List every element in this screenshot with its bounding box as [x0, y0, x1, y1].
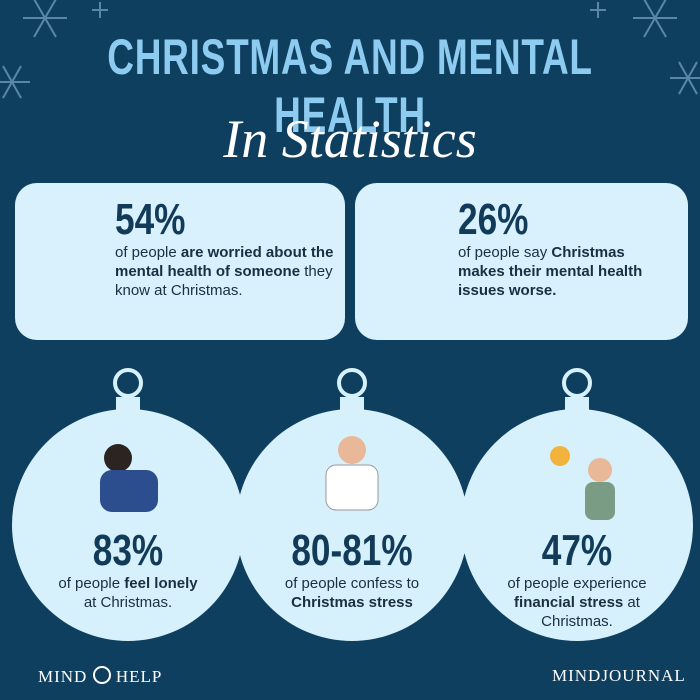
text: of people experience — [507, 575, 647, 592]
text: of people — [115, 244, 181, 261]
ornament-text: 47% of people experience financial stres… — [472, 528, 682, 631]
bold-text: financial stress — [514, 594, 624, 611]
bold-text: are worried about the mental health of s… — [115, 244, 334, 280]
bold-text: Christmas makes their mental health issu… — [458, 244, 643, 299]
stat-value: 83% — [92, 526, 164, 575]
title: CHRISTMAS AND MENTAL HEALTH — [107, 29, 593, 143]
bold-text: Christmas stress — [291, 594, 413, 611]
text: of people confess to — [284, 575, 420, 592]
stat-value: 26% — [458, 195, 529, 244]
logo-icon — [92, 666, 111, 684]
logo-text: HELP — [115, 667, 163, 686]
snowflakes — [0, 0, 700, 99]
stat-text: of people experience financial stress at… — [472, 574, 682, 631]
ornament-text: 83% of people feel lonely at Christmas. — [23, 528, 233, 612]
stat-card: 54% of people are worried about the ment… — [15, 183, 345, 340]
ornament-hooks — [113, 368, 592, 398]
stat-value: 47% — [541, 526, 613, 575]
text: at Christmas. — [541, 594, 640, 630]
logo-text: MIND — [38, 667, 88, 686]
text: they know at Christmas. — [115, 263, 333, 299]
bold-text: feel lonely — [124, 575, 198, 592]
text: of people — [58, 575, 125, 592]
stat-text: of people confess to Christmas stress — [247, 574, 457, 612]
ornaments — [12, 397, 693, 641]
stat-text: of people feel lonely at Christmas. — [23, 574, 233, 612]
text: at Christmas. — [83, 594, 173, 611]
stat-value: 80-81% — [291, 526, 413, 575]
text: of people say — [458, 244, 552, 261]
stat-value: 54% — [115, 195, 186, 244]
subtitle: In Statistics — [223, 109, 477, 169]
stat-text: of people say Christmas makes their ment… — [458, 243, 673, 300]
stat-text: of people are worried about the mental h… — [115, 243, 335, 300]
ornament-text: 80-81% of people confess to Christmas st… — [247, 528, 457, 612]
mindjournal-logo: MINDJOURNAL — [552, 666, 686, 685]
mindhelp-logo: MIND HELP — [38, 666, 162, 687]
stat-card: 26% of people say Christmas makes their … — [355, 183, 688, 340]
